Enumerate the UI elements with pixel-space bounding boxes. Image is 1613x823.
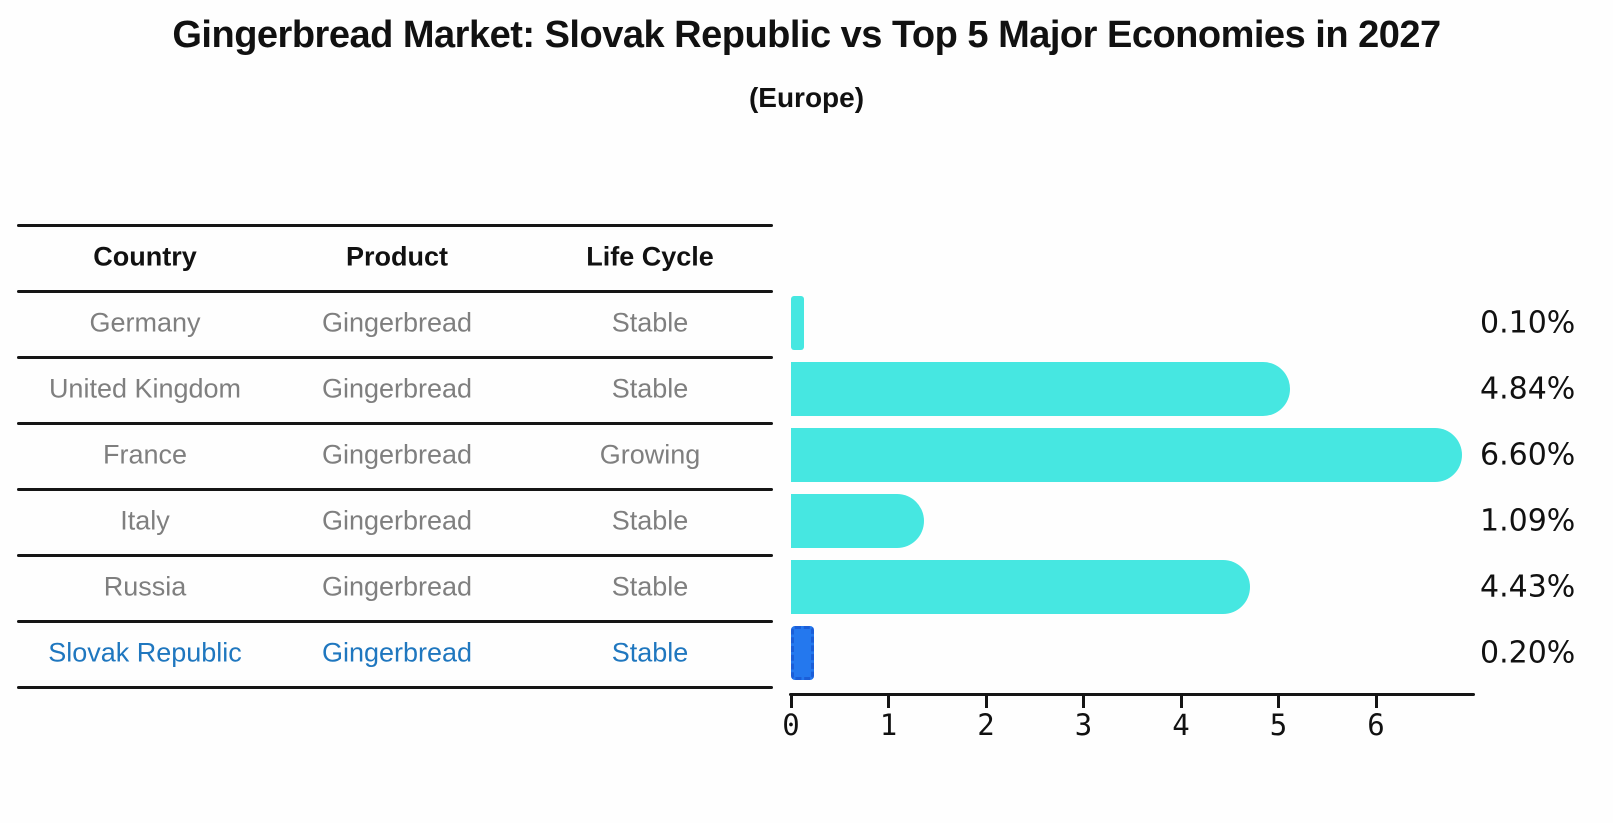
bar (791, 362, 1290, 416)
cell-life-cycle: Stable (611, 307, 689, 338)
cell-product: Gingerbread (321, 439, 473, 470)
x-axis-tick-label: 6 (1367, 708, 1385, 742)
value-label: 4.84% (1480, 371, 1576, 407)
x-axis-tick (789, 696, 793, 708)
bar (791, 560, 1250, 614)
value-label: 4.43% (1480, 569, 1576, 605)
column-header-life-cycle: Life Cycle (586, 241, 714, 272)
x-axis-tick-label: 2 (977, 708, 995, 742)
x-axis-tick-label: 0 (782, 708, 800, 742)
cell-life-cycle: Growing (599, 439, 701, 470)
table-rule (17, 488, 773, 491)
table-rule (17, 620, 773, 623)
cell-country: France (102, 439, 188, 470)
cell-life-cycle: Stable (611, 571, 689, 602)
cell-product: Gingerbread (321, 307, 473, 338)
table-rule (17, 356, 773, 359)
cell-product: Gingerbread (321, 505, 473, 536)
table-rule (17, 224, 773, 227)
x-axis-line (789, 693, 1475, 696)
cell-product: Gingerbread (321, 571, 473, 602)
bar (791, 428, 1462, 482)
table-rule (17, 290, 773, 293)
table-rule (17, 422, 773, 425)
x-axis-tick (1179, 696, 1183, 708)
cell-product: Gingerbread (321, 637, 473, 668)
cell-country: Slovak Republic (48, 637, 242, 668)
value-label: 0.10% (1480, 305, 1576, 341)
table-rule (17, 554, 773, 557)
column-header-country: Country (93, 241, 197, 272)
value-label: 0.20% (1480, 635, 1576, 671)
x-axis-tick-label: 3 (1074, 708, 1093, 742)
table-rule (17, 686, 773, 689)
x-axis-tick-label: 4 (1172, 708, 1190, 742)
column-header-product: Product (345, 241, 449, 272)
cell-country: United Kingdom (48, 373, 242, 404)
cell-life-cycle: Stable (611, 373, 689, 404)
chart-subtitle: (Europe) (748, 82, 865, 113)
x-axis-tick (1374, 696, 1378, 708)
cell-country: Italy (120, 505, 170, 536)
x-axis-tick (1277, 696, 1280, 708)
cell-country: Germany (89, 307, 201, 338)
cell-product: Gingerbread (321, 373, 473, 404)
x-axis-tick (1082, 696, 1085, 708)
x-axis-tick (984, 696, 988, 708)
value-label: 6.60% (1480, 437, 1576, 473)
chart-title: Gingerbread Market: Slovak Republic vs T… (172, 14, 1441, 56)
value-label: 1.09% (1480, 503, 1576, 539)
x-axis-tick-label: 1 (879, 708, 898, 742)
cell-country: Russia (103, 571, 187, 602)
bar-highlight (791, 626, 814, 680)
cell-life-cycle: Stable (611, 505, 689, 536)
bar (791, 494, 925, 548)
x-axis-tick-label: 5 (1269, 708, 1288, 742)
x-axis-tick (887, 696, 890, 708)
cell-life-cycle: Stable (611, 637, 689, 668)
bar (791, 296, 804, 350)
